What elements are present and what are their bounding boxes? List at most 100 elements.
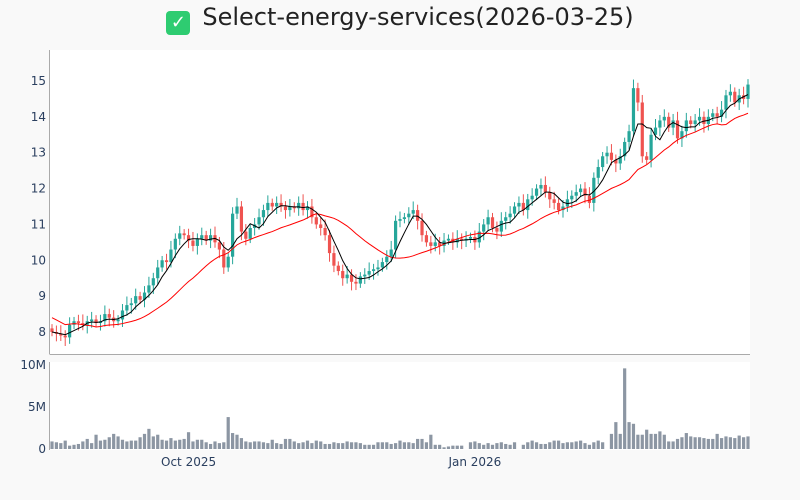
price-tick-label: 13 — [31, 146, 46, 160]
candle-up — [200, 235, 204, 239]
volume-bar — [107, 437, 111, 449]
candle-up — [363, 274, 367, 277]
volume-bar — [565, 442, 569, 449]
volume-bar — [631, 423, 636, 449]
candle-up — [231, 213, 235, 257]
candle-up — [266, 202, 270, 211]
candle-up — [134, 296, 138, 304]
candle-up — [508, 213, 512, 218]
volume-bar — [297, 443, 301, 449]
candle-down — [438, 242, 442, 246]
candle-down — [556, 202, 561, 211]
volume-bar — [543, 443, 547, 449]
candle-down — [636, 88, 640, 103]
volume-bar — [680, 437, 684, 449]
candle-up — [574, 192, 578, 196]
price-tick-label: 10 — [31, 253, 46, 267]
volume-bar — [358, 443, 362, 449]
volume-bar — [671, 441, 675, 449]
candle-down — [702, 116, 706, 125]
check-box-icon: ✓ — [166, 11, 191, 35]
volume-bar — [248, 442, 252, 449]
volume-bar — [556, 440, 561, 449]
volume-bar — [63, 440, 67, 449]
volume-bar — [239, 438, 244, 449]
candle-down — [63, 335, 67, 338]
candle-down — [323, 228, 327, 236]
volume-bar — [76, 443, 81, 449]
volume-bar — [662, 434, 666, 449]
candle-up — [129, 303, 133, 306]
volume-bar — [473, 441, 477, 449]
volume-bar — [438, 444, 442, 449]
volume-bar — [561, 443, 565, 449]
volume-bar — [719, 438, 724, 449]
x-tick-label: Oct 2025 — [161, 455, 216, 469]
volume-bar — [68, 445, 72, 449]
volume-bar — [420, 438, 424, 449]
volume-bar — [737, 435, 741, 449]
candle-up — [579, 188, 583, 193]
volume-bar — [173, 440, 177, 449]
volume-bar — [636, 434, 640, 449]
volume-bar — [570, 442, 574, 449]
volume-bar — [499, 442, 503, 449]
candle-down — [354, 281, 358, 284]
volume-bar — [169, 438, 173, 449]
candle-up — [504, 217, 508, 221]
volume-bar — [270, 439, 274, 449]
volume-bar — [684, 433, 688, 449]
volume-bar — [156, 434, 160, 449]
volume-bar — [741, 437, 746, 449]
candle-up — [486, 217, 490, 225]
candle-up — [517, 202, 521, 207]
volume-bar — [482, 444, 486, 449]
x-tick-label: Jan 2026 — [447, 455, 501, 469]
candle-down — [279, 202, 283, 207]
volume-bar — [367, 444, 371, 449]
volume-bar — [72, 444, 76, 449]
candle-up — [261, 210, 266, 218]
candle-up — [605, 152, 609, 157]
candle-down — [521, 202, 525, 211]
candle-down — [283, 206, 288, 211]
volume-bar — [601, 442, 605, 449]
volume-plot-area — [50, 362, 750, 450]
candle-up — [697, 116, 702, 121]
volume-bar — [398, 440, 402, 449]
volume-bar — [164, 440, 169, 449]
candle-down — [314, 217, 318, 225]
candle-up — [178, 233, 182, 239]
volume-bar — [393, 443, 398, 449]
candle-down — [76, 321, 81, 324]
candle-down — [543, 184, 547, 193]
candle-up — [499, 220, 503, 232]
volume-bar — [90, 443, 94, 449]
volume-bar — [129, 440, 133, 449]
volume-bar — [477, 443, 481, 449]
candle-down — [667, 116, 671, 128]
candle-up — [671, 120, 675, 128]
candle-down — [495, 228, 499, 232]
price-tick-label: 12 — [31, 182, 46, 196]
volume-bar — [305, 440, 310, 449]
candle-up — [208, 235, 213, 241]
volume-bar — [257, 441, 261, 449]
candle-down — [239, 206, 244, 232]
volume-bar — [112, 433, 116, 449]
volume-bar — [116, 436, 120, 449]
candle-down — [675, 120, 680, 139]
candle-up — [380, 262, 384, 268]
candle-up — [226, 256, 230, 268]
ma-short-line — [51, 94, 749, 336]
volume-bar — [314, 440, 318, 449]
volume-bar — [178, 439, 182, 449]
volume-bar — [460, 445, 464, 449]
candle-up — [468, 236, 473, 239]
candle-up — [627, 131, 631, 142]
candle-down — [336, 265, 340, 272]
candle-up — [728, 91, 732, 96]
candle-up — [570, 195, 574, 200]
volume-bar — [279, 443, 283, 449]
candle-up — [358, 276, 362, 284]
